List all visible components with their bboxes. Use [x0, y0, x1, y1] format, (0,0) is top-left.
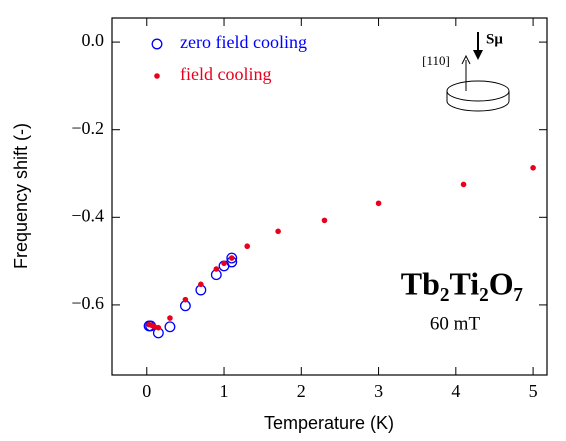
- y-tick-label: 0.0: [82, 30, 105, 50]
- point: [221, 260, 227, 267]
- point: [244, 243, 251, 250]
- point: [460, 181, 467, 188]
- field-label: 60 mT: [430, 313, 481, 334]
- y-tick-label: −0.2: [71, 118, 104, 138]
- x-tick-label: 2: [297, 381, 306, 401]
- x-tick-label: 3: [374, 381, 383, 401]
- direction-label: [110]: [422, 53, 450, 68]
- x-tick-label: 5: [529, 381, 538, 401]
- y-axis-label: Frequency shift (-): [11, 123, 31, 269]
- sample-top: [446, 80, 510, 102]
- point: [167, 315, 173, 321]
- legend-marker: [151, 38, 163, 50]
- y-tick-label: −0.6: [71, 293, 104, 313]
- point: [155, 324, 162, 331]
- point: [164, 321, 176, 333]
- y-tick-label: −0.4: [71, 205, 104, 225]
- point: [182, 296, 189, 303]
- spin-arrow-head: [473, 50, 483, 60]
- point: [198, 281, 204, 288]
- compound-label: Tb₂Ti₂O₇: [401, 265, 523, 301]
- inset: [110] Sμ: [422, 31, 510, 112]
- point: [530, 165, 536, 171]
- legend-label: field cooling: [180, 64, 271, 84]
- x-axis-label: Temperature (K): [264, 413, 394, 433]
- spin-label: Sμ: [486, 31, 503, 47]
- point: [226, 252, 238, 264]
- x-tick-label: 0: [142, 381, 151, 401]
- point: [375, 200, 382, 207]
- point: [228, 255, 235, 261]
- x-tick-label: 1: [220, 381, 229, 401]
- legend-marker: [154, 73, 160, 79]
- direction-arrow-head: [461, 54, 471, 65]
- plot-frame: [111, 17, 548, 376]
- x-tick-label: 4: [451, 381, 460, 401]
- legend-label: zero field cooling: [180, 32, 307, 52]
- point: [321, 217, 328, 224]
- point: [213, 266, 220, 272]
- point: [275, 228, 281, 235]
